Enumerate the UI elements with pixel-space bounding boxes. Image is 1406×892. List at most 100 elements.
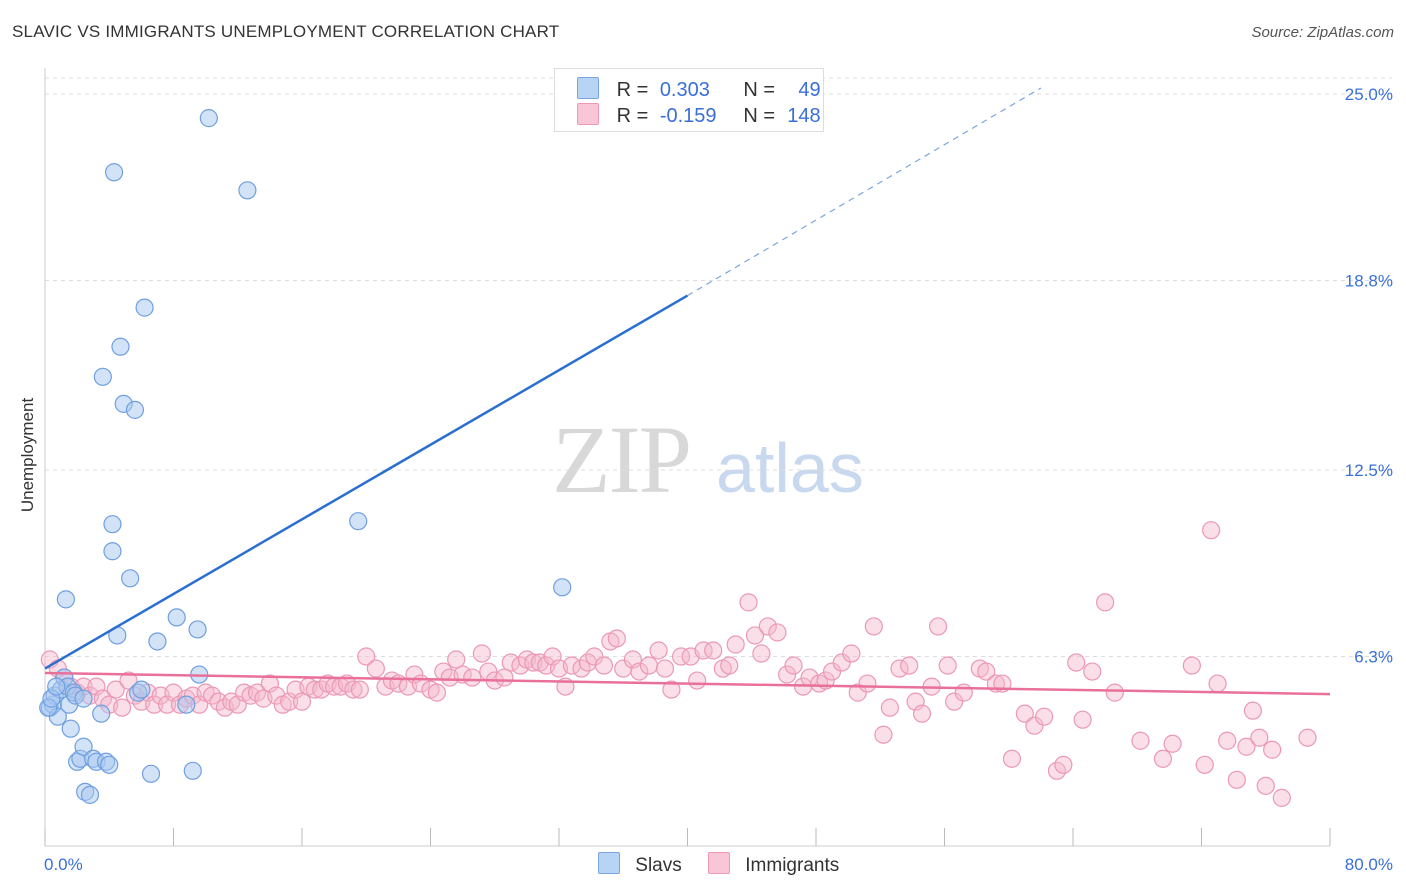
immigrants-point bbox=[1083, 662, 1102, 681]
immigrants-point bbox=[119, 671, 138, 690]
chart-source: Source: ZipAtlas.com bbox=[1251, 24, 1394, 41]
immigrants-point bbox=[1073, 710, 1092, 729]
immigrants-point bbox=[688, 671, 707, 690]
immigrants-point bbox=[1256, 776, 1275, 795]
slavs-point bbox=[74, 737, 93, 756]
slavs-point bbox=[183, 761, 202, 780]
bottom-legend-swatch-slavs bbox=[598, 852, 620, 874]
immigrants-point bbox=[1202, 521, 1221, 540]
immigrants-point bbox=[1002, 749, 1022, 768]
bottom-legend-label-slavs: Slavs bbox=[635, 855, 682, 876]
immigrants-point bbox=[639, 656, 659, 675]
immigrants-point bbox=[655, 659, 675, 678]
immigrants-point bbox=[758, 617, 777, 636]
immigrants-point bbox=[145, 695, 164, 714]
slavs-point bbox=[238, 181, 257, 200]
immigrants-point bbox=[1054, 755, 1073, 774]
immigrants-point bbox=[900, 656, 919, 675]
immigrants-point bbox=[662, 680, 681, 699]
immigrants-point bbox=[928, 617, 948, 636]
immigrants-point bbox=[463, 668, 482, 687]
legend-row-slavs: R = 0.303 N = 49 bbox=[577, 77, 821, 101]
immigrants-point bbox=[292, 692, 312, 711]
slavs-point bbox=[349, 512, 368, 531]
immigrants-point bbox=[1131, 731, 1150, 750]
immigrants-point bbox=[1153, 749, 1173, 768]
legend-n-label: N = bbox=[743, 79, 776, 101]
immigrants-point bbox=[350, 680, 369, 699]
slavs-trend-extension bbox=[687, 87, 1042, 297]
slavs-point bbox=[121, 569, 140, 588]
immigrants-point bbox=[1227, 770, 1246, 789]
slavs-point bbox=[47, 677, 66, 696]
y-tick-labels: 6.3% 12.5% 18.8% 25.0% bbox=[1345, 85, 1393, 666]
bottom-legend-slavs[interactable]: Slavs bbox=[598, 852, 682, 877]
slavs-point bbox=[93, 367, 112, 386]
bottom-legend-label-immigrants: Immigrants bbox=[745, 855, 840, 876]
immigrants-point bbox=[1105, 683, 1124, 702]
immigrants-point bbox=[112, 698, 132, 717]
immigrants-point bbox=[954, 683, 973, 702]
chart-title: SLAVIC VS IMMIGRANTS UNEMPLOYMENT CORREL… bbox=[12, 22, 560, 41]
x-tick-label-min: 0.0% bbox=[44, 855, 83, 874]
immigrants-point bbox=[912, 704, 932, 723]
immigrants-point bbox=[784, 656, 803, 675]
correlation-legend: R = 0.303 N = 49 R = -0.159 N = 148 bbox=[554, 68, 824, 132]
immigrants-point bbox=[739, 593, 758, 612]
legend-row-immigrants: R = -0.159 N = 148 bbox=[577, 103, 821, 127]
legend-r-label: R = bbox=[616, 105, 649, 127]
immigrants-point bbox=[1182, 656, 1201, 675]
immigrants-point bbox=[1237, 737, 1256, 756]
immigrants-point bbox=[777, 665, 797, 684]
immigrants-point bbox=[607, 629, 626, 648]
slavs-point bbox=[74, 689, 93, 708]
slavs-point bbox=[125, 400, 145, 419]
y-tick-label: 12.5% bbox=[1345, 461, 1393, 480]
immigrants-point bbox=[858, 674, 877, 693]
immigrants-point bbox=[1096, 593, 1115, 612]
immigrants-point bbox=[472, 644, 491, 663]
immigrants-points bbox=[40, 521, 1317, 807]
bottom-legend-swatch-immigrants bbox=[708, 852, 730, 874]
slavs-point bbox=[80, 785, 100, 804]
immigrants-point bbox=[1250, 728, 1269, 747]
slavs-point bbox=[148, 632, 167, 651]
immigrants-point bbox=[106, 680, 125, 699]
slavs-point bbox=[61, 719, 80, 738]
immigrants-point bbox=[720, 656, 739, 675]
slavs-point bbox=[177, 695, 196, 714]
slavs-points bbox=[39, 109, 572, 804]
legend-n-value: 49 bbox=[798, 79, 821, 101]
watermark-atlas: atlas bbox=[716, 429, 864, 507]
y-tick-label: 6.3% bbox=[1354, 648, 1393, 667]
immigrants-point bbox=[344, 680, 363, 699]
y-axis-label: Unemployment bbox=[18, 397, 37, 513]
slavs-point bbox=[92, 704, 111, 723]
slavs-point bbox=[188, 620, 207, 639]
immigrants-point bbox=[357, 647, 376, 666]
immigrants-point bbox=[938, 656, 957, 675]
immigrants-point bbox=[1034, 707, 1054, 726]
slavs-point bbox=[135, 298, 154, 317]
immigrants-point bbox=[864, 617, 883, 636]
y-tick-label: 25.0% bbox=[1345, 85, 1393, 104]
legend-n-value: 148 bbox=[787, 105, 821, 127]
immigrants-point bbox=[1263, 740, 1282, 759]
immigrants-point bbox=[630, 662, 649, 681]
immigrants-point bbox=[977, 662, 996, 681]
immigrants-point bbox=[745, 626, 765, 645]
immigrants-point bbox=[1067, 653, 1086, 672]
immigrants-point bbox=[1218, 731, 1237, 750]
immigrants-point bbox=[1298, 728, 1317, 747]
immigrants-point bbox=[726, 635, 745, 654]
slavs-point bbox=[111, 337, 130, 356]
immigrants-point bbox=[1272, 788, 1291, 807]
immigrants-point bbox=[1208, 674, 1227, 693]
immigrants-point bbox=[874, 725, 893, 744]
slavs-point bbox=[141, 764, 161, 783]
immigrants-point bbox=[880, 698, 899, 717]
slavs-point bbox=[199, 109, 218, 128]
slavs-point bbox=[104, 163, 124, 182]
bottom-legend-immigrants[interactable]: Immigrants bbox=[708, 852, 839, 877]
slavs-point bbox=[100, 755, 119, 774]
